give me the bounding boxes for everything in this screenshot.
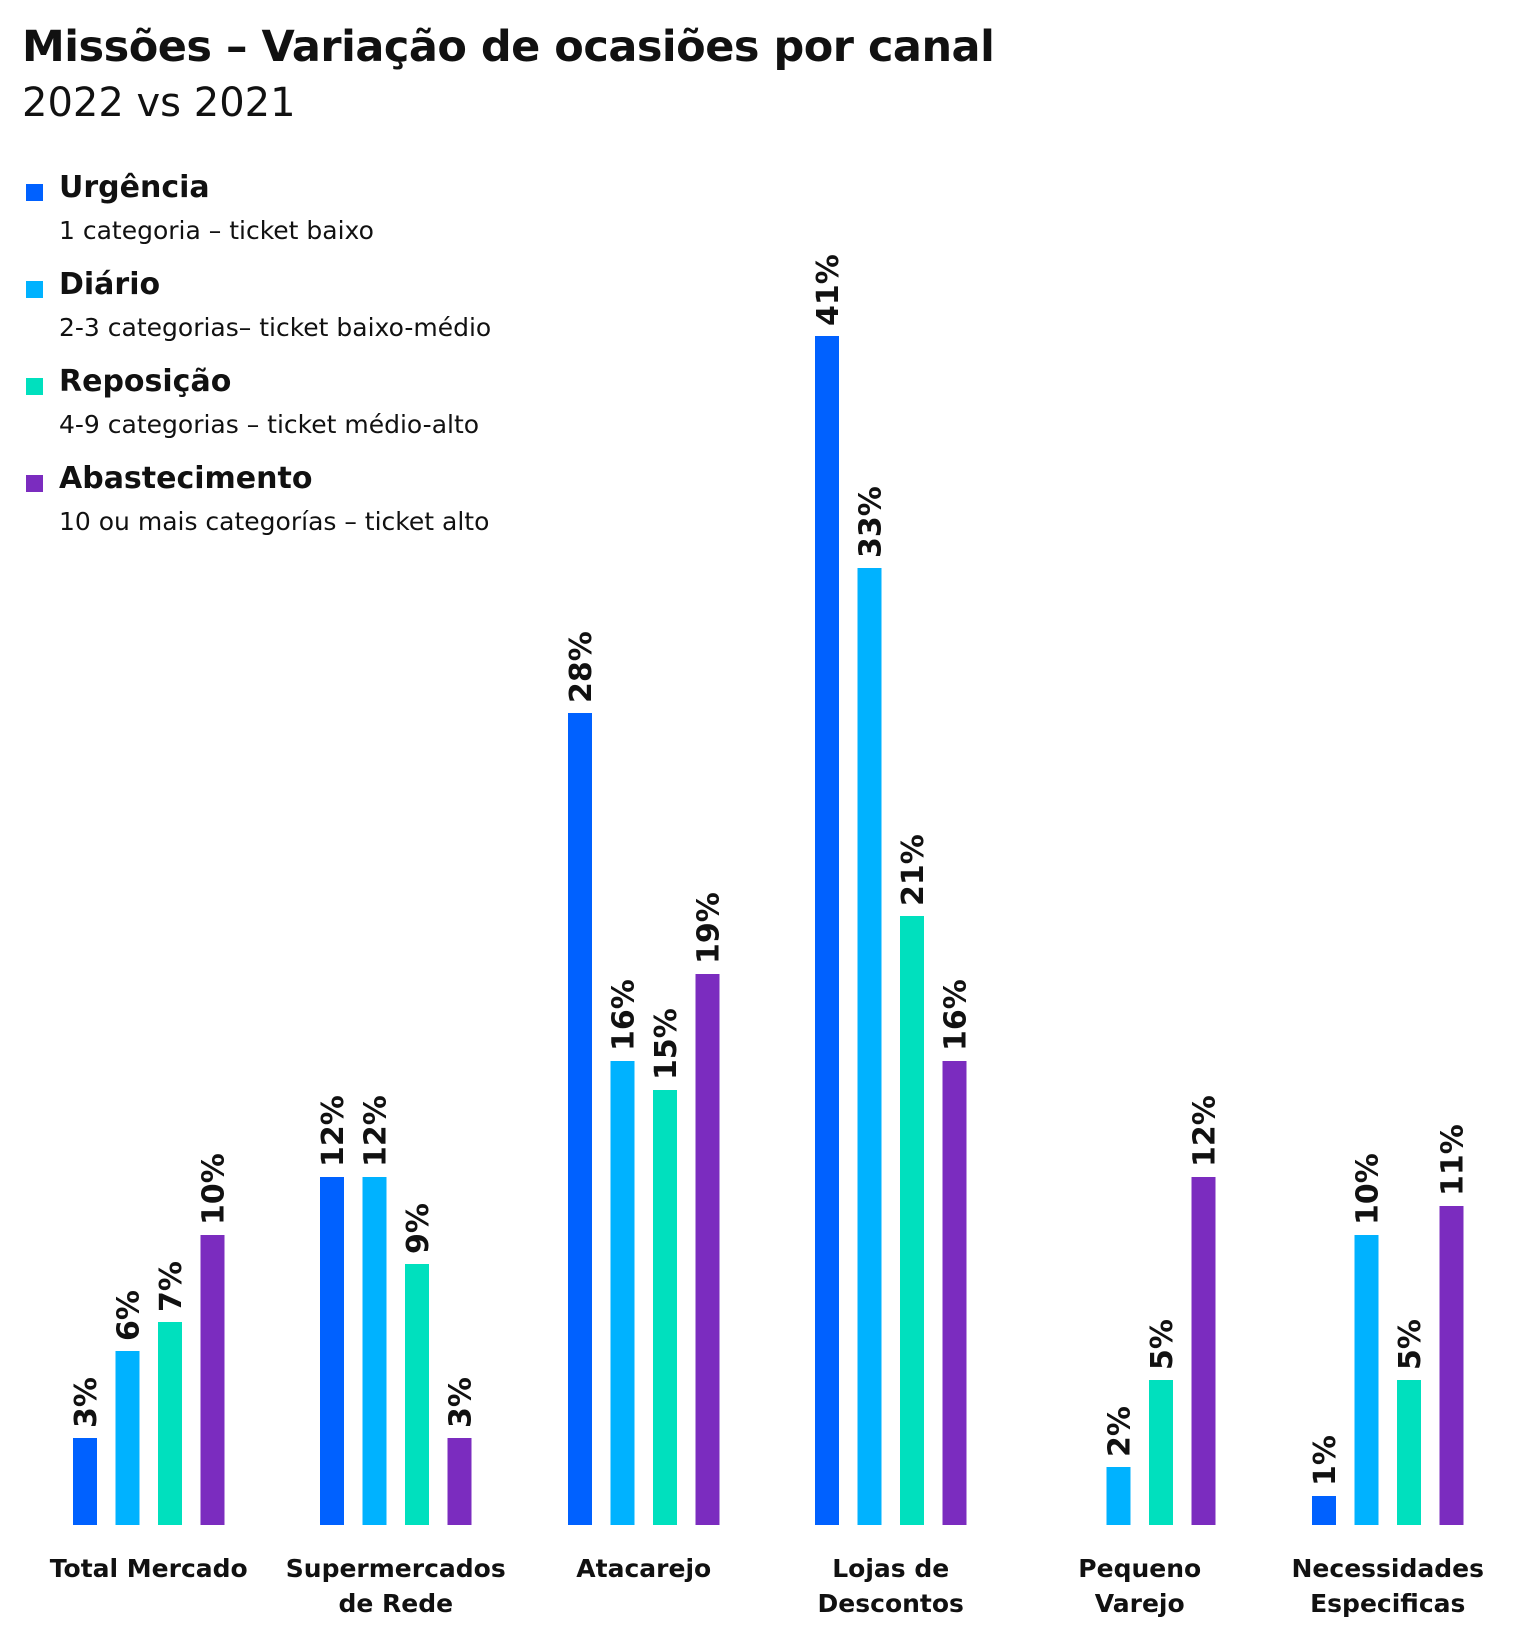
bar-label-diario-0: 6% [112,1290,147,1341]
category-label-0-line-0: Total Mercado [50,1554,248,1583]
bar-label-diario-2: 16% [607,979,642,1051]
bar-reposicao-0 [158,1322,182,1525]
bar-label-urgencia-0: 3% [69,1377,104,1428]
bar-urgencia-3 [815,336,839,1525]
category-label-1-line-0: Supermercados [286,1554,506,1583]
bar-reposicao-3 [900,916,924,1525]
bar-diario-2 [610,1061,635,1525]
bar-urgencia-1 [320,1177,344,1525]
bar-reposicao-4 [1149,1380,1173,1525]
category-label-1-line-1: de Rede [338,1589,453,1618]
bar-urgencia-5 [1312,1496,1336,1525]
legend-swatch-reposicao [26,378,43,395]
legend-name-abastecimento: Abastecimento [59,461,313,496]
bar-label-reposicao-4: 5% [1145,1319,1180,1370]
bar-label-abastecimento-4: 12% [1188,1095,1223,1167]
bar-label-diario-3: 33% [854,486,889,558]
legend-item-urgencia: Urgência 1 categoria – ticket baixo [26,168,626,265]
bar-label-abastecimento-0: 10% [197,1153,232,1225]
bar-abastecimento-5 [1439,1206,1464,1525]
legend-desc-reposicao: 4-9 categorias – ticket médio-alto [59,410,480,439]
category-label-4-line-1: Varejo [1095,1589,1185,1618]
legend: Urgência 1 categoria – ticket baixo Diár… [26,168,626,556]
bar-label-abastecimento-3: 16% [939,979,974,1051]
category-label-5-line-0: Necessidades [1292,1554,1484,1583]
bar-diario-0 [115,1351,140,1525]
bar-label-urgencia-2: 28% [564,631,599,703]
legend-desc-abastecimento: 10 ou mais categorías – ticket alto [59,507,490,536]
legend-name-reposicao: Reposição [59,364,232,399]
bar-abastecimento-4 [1191,1177,1216,1525]
bar-label-reposicao-0: 7% [154,1261,189,1312]
bar-label-reposicao-5: 5% [1393,1319,1428,1370]
bar-abastecimento-0 [200,1235,225,1525]
category-label-5-line-1: Especificas [1310,1589,1465,1618]
chart-title: Missões – Variação de ocasiões por canal [22,22,995,72]
legend-swatch-abastecimento [26,475,43,492]
bar-label-reposicao-1: 9% [401,1203,436,1254]
chart-subtitle: 2022 vs 2021 [22,80,296,126]
legend-item-abastecimento: Abastecimento 10 ou mais categorías – ti… [26,459,626,556]
legend-swatch-urgencia [26,184,43,201]
bar-diario-4 [1106,1467,1131,1525]
category-label-4-line-0: Pequeno [1078,1554,1201,1583]
bar-abastecimento-2 [695,974,720,1525]
bar-abastecimento-3 [942,1061,967,1525]
legend-name-diario: Diário [59,267,161,302]
category-label-3-line-0: Lojas de [832,1554,949,1583]
bar-diario-1 [362,1177,387,1525]
legend-name-urgencia: Urgência [59,170,210,205]
legend-desc-diario: 2-3 categorias– ticket baixo-médio [59,313,492,342]
legend-swatch-diario [26,281,43,298]
bar-urgencia-2 [568,713,592,1525]
bar-label-diario-5: 10% [1351,1153,1386,1225]
bar-label-reposicao-2: 15% [649,1008,684,1080]
bar-label-diario-1: 12% [359,1095,394,1167]
bar-diario-3 [857,568,882,1525]
bar-diario-5 [1354,1235,1379,1525]
bar-urgencia-0 [73,1438,97,1525]
category-label-2-line-0: Atacarejo [576,1554,711,1583]
bar-label-abastecimento-1: 3% [444,1377,479,1428]
bar-label-reposicao-3: 21% [896,834,931,906]
legend-item-diario: Diário 2-3 categorias– ticket baixo-médi… [26,265,626,362]
bar-label-abastecimento-5: 11% [1436,1124,1471,1196]
bar-reposicao-1 [405,1264,429,1525]
bar-abastecimento-1 [447,1438,472,1525]
bar-label-diario-4: 2% [1103,1406,1138,1457]
legend-desc-urgencia: 1 categoria – ticket baixo [59,216,374,245]
legend-item-reposicao: Reposição 4-9 categorias – ticket médio-… [26,362,626,459]
bar-reposicao-2 [653,1090,677,1525]
bar-reposicao-5 [1397,1380,1421,1525]
category-label-3-line-1: Descontos [818,1589,964,1618]
bar-label-urgencia-3: 41% [811,254,846,326]
bar-label-urgencia-5: 1% [1308,1435,1343,1486]
bar-label-abastecimento-2: 19% [692,892,727,964]
bar-label-urgencia-1: 12% [316,1095,351,1167]
